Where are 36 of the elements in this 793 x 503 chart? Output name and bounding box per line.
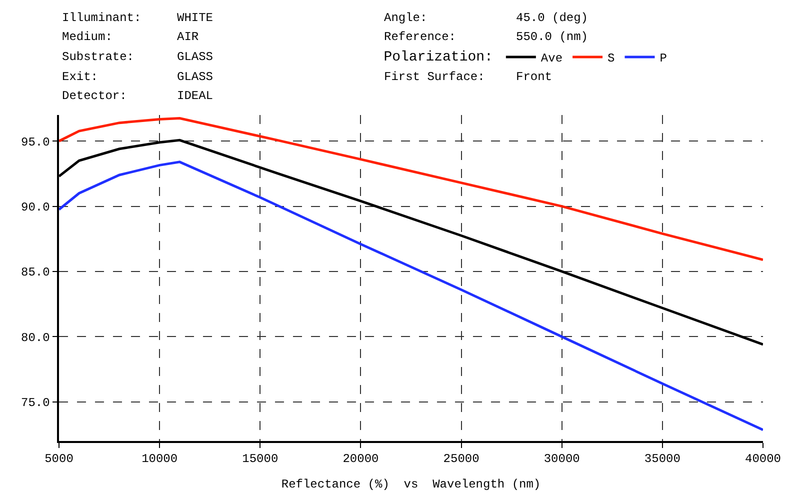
x-tick-label: 15000	[242, 452, 278, 466]
text: AIR	[177, 30, 199, 44]
text: Front	[516, 70, 552, 84]
y-tick-label: 85.0	[21, 266, 50, 280]
text: 45.0 (deg)	[516, 11, 588, 25]
legend-label: Ave	[540, 52, 563, 66]
text: IDEAL	[177, 89, 214, 103]
text: Exit:	[62, 70, 98, 84]
y-tick-label: 80.0	[21, 330, 50, 345]
text: Illuminant:	[62, 11, 142, 25]
text: Reference:	[384, 30, 456, 44]
x-tick-label: 5000	[44, 452, 74, 466]
y-tick-label: 90.0	[21, 200, 50, 214]
x-tick-label: 40000	[744, 452, 782, 466]
text: Angle:	[384, 11, 428, 25]
legend-label: S	[608, 52, 615, 66]
x-tick-label: 20000	[342, 452, 379, 466]
text: WHITE	[177, 11, 214, 25]
text: 550.0 (nm)	[516, 30, 588, 44]
x-tick-label: 25000	[443, 452, 480, 466]
x-axis-title: Reflectance (%) vs Wavelength (nm)	[281, 478, 541, 492]
legend-title: Polarization:	[384, 50, 493, 66]
text: Substrate:	[62, 50, 134, 64]
y-tick-label: 75.0	[21, 396, 50, 410]
text: Medium:	[62, 30, 112, 44]
text: First Surface:	[384, 70, 485, 84]
text: GLASS	[177, 50, 214, 64]
x-tick-label: 30000	[544, 452, 580, 466]
y-tick-label: 95.0	[21, 135, 50, 150]
line-series	[59, 160, 763, 432]
legend-label: P	[660, 52, 667, 66]
x-tick-label: 35000	[644, 452, 680, 466]
x-tick-label: 10000	[142, 452, 178, 466]
text: GLASS	[177, 70, 214, 84]
line-series	[59, 117, 763, 261]
text: Detector:	[62, 89, 127, 103]
